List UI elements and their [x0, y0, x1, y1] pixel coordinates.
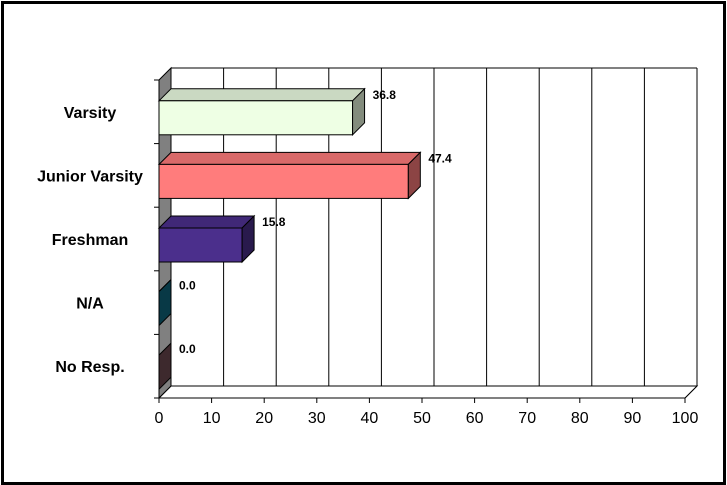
bar-side-face — [158, 341, 172, 391]
x-tick-label: 40 — [361, 410, 379, 427]
bar — [157, 87, 366, 137]
bar — [158, 341, 172, 391]
data-label: 0.0 — [179, 279, 196, 293]
x-tick-label: 80 — [571, 410, 589, 427]
category-label: Junior Varsity — [37, 168, 143, 185]
data-label: 47.4 — [428, 151, 452, 165]
bar-top-face — [157, 151, 422, 165]
x-tick-label: 60 — [466, 410, 484, 427]
data-label: 36.8 — [373, 88, 397, 102]
bar-front-face — [158, 163, 409, 199]
bar-front-face — [158, 100, 354, 136]
x-tick-labels: 0 10 20 30 40 50 60 70 80 90 100 — [155, 410, 699, 427]
category-labels: Varsity Junior Varsity Freshman N/A No Resp. — [37, 105, 143, 376]
bar — [157, 214, 256, 264]
data-labels: 36.8 47.4 15.8 0.0 0.0 — [179, 88, 452, 356]
x-tick-label: 90 — [624, 410, 642, 427]
x-tick-label: 100 — [672, 410, 699, 427]
x-tick-label: 20 — [255, 410, 273, 427]
x-tick-label: 50 — [413, 410, 431, 427]
bars — [157, 87, 422, 391]
bar-top-face — [157, 215, 256, 229]
x-tick-label: 0 — [155, 410, 164, 427]
plot-floor — [157, 385, 699, 399]
x-tick-label: 30 — [308, 410, 326, 427]
bar-side-face — [158, 278, 172, 327]
data-label: 15.8 — [262, 215, 286, 229]
category-label: N/A — [76, 296, 104, 313]
bar-side-face — [352, 87, 366, 137]
bar-side-face — [407, 151, 421, 200]
bar-front-face — [158, 227, 243, 263]
bar — [157, 151, 422, 200]
bar-top-face — [157, 88, 366, 102]
data-label: 0.0 — [179, 342, 196, 356]
category-label: No Resp. — [55, 359, 124, 376]
category-label: Freshman — [52, 232, 128, 249]
bar-side-face — [241, 214, 255, 264]
x-tick-label: 70 — [518, 410, 536, 427]
bar — [158, 278, 172, 327]
category-label: Varsity — [64, 105, 117, 122]
x-tick-label: 10 — [203, 410, 221, 427]
